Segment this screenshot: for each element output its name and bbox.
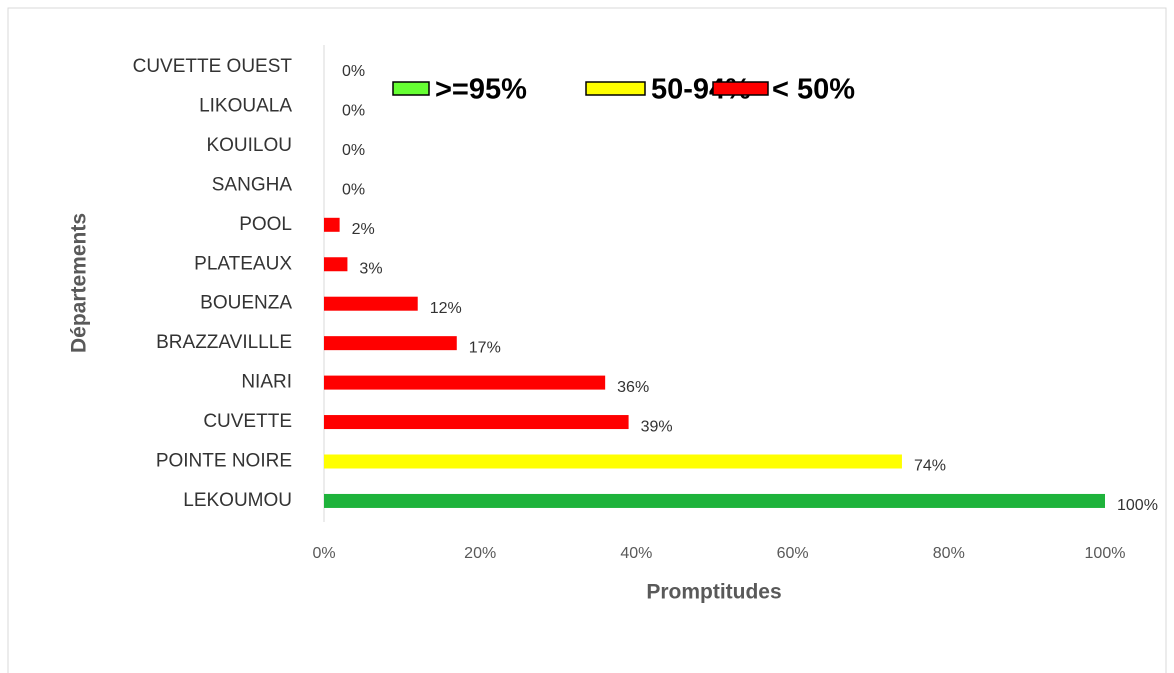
legend-label: < 50% [772, 74, 855, 106]
bar [324, 217, 340, 232]
chart-border [7, 7, 1167, 673]
bar [324, 375, 606, 390]
value-label: 0% [342, 182, 365, 199]
y-tick-label: LIKOUALA [199, 95, 292, 116]
value-label: 0% [342, 142, 365, 159]
x-axis-title: Promptitudes [646, 581, 781, 604]
y-axis-title: Départements [68, 213, 91, 353]
legend-swatch [392, 81, 430, 96]
x-tick-label: 0% [312, 545, 335, 562]
y-tick-label: CUVETTE [203, 411, 292, 432]
value-label: 2% [352, 221, 375, 238]
value-label: 0% [342, 63, 365, 80]
y-tick-label: POINTE NOIRE [156, 451, 292, 472]
y-tick-label: BOUENZA [200, 293, 292, 314]
bar [324, 336, 457, 351]
legend-swatch [712, 81, 769, 96]
x-tick-label: 100% [1085, 545, 1126, 562]
x-tick-label: 80% [933, 545, 965, 562]
y-tick-label: BRAZZAVILLLE [156, 332, 292, 353]
y-tick-label: LEKOUMOU [183, 490, 292, 511]
legend-label: >=95% [435, 74, 527, 106]
bar [324, 415, 629, 430]
y-tick-label: CUVETTE OUEST [133, 56, 293, 77]
value-label: 100% [1117, 497, 1158, 514]
y-tick-label: PLATEAUX [194, 253, 292, 274]
value-label: 36% [617, 379, 649, 396]
bar [324, 493, 1105, 508]
value-label: 12% [430, 300, 462, 317]
value-label: 17% [469, 339, 501, 356]
value-label: 74% [914, 458, 946, 475]
bar [324, 296, 418, 311]
y-tick-label: SANGHA [212, 174, 293, 195]
value-label: 0% [342, 103, 365, 120]
x-tick-label: 20% [464, 545, 496, 562]
value-label: 3% [359, 260, 382, 277]
bar [324, 454, 902, 469]
y-tick-label: KOUILOU [206, 135, 292, 156]
value-label: 39% [641, 418, 673, 435]
x-tick-label: 60% [777, 545, 809, 562]
legend-swatch [585, 81, 646, 96]
y-tick-label: POOL [239, 214, 292, 235]
x-tick-label: 40% [620, 545, 652, 562]
y-tick-label: NIARI [241, 372, 292, 393]
bar [324, 257, 348, 272]
